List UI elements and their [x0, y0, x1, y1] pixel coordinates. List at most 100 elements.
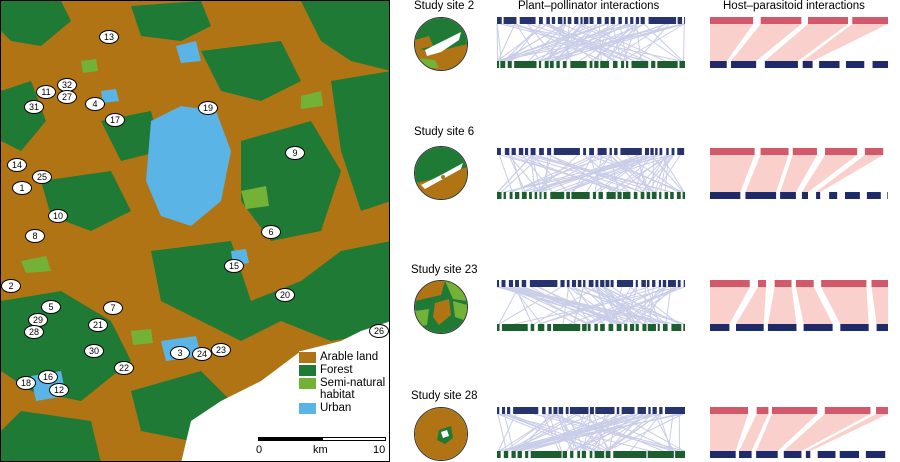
- interaction-link: [514, 286, 533, 325]
- host-node: [845, 61, 865, 68]
- parasitoid-node: [710, 280, 750, 287]
- pollinator-node: [662, 280, 667, 287]
- interaction-link: [508, 154, 541, 193]
- pollinator-node: [538, 17, 543, 24]
- plant-node: [683, 324, 685, 331]
- legend-label: Arable land: [320, 351, 379, 363]
- interaction-link: [505, 154, 649, 193]
- interaction-link: [735, 287, 767, 324]
- interaction-link: [498, 23, 631, 62]
- interaction-link: [626, 154, 681, 193]
- interaction-link: [603, 286, 620, 325]
- interaction-link: [512, 286, 542, 325]
- pollinator-node: [637, 407, 646, 414]
- interaction-link: [535, 154, 579, 193]
- interaction-link: [504, 413, 655, 452]
- interaction-link: [497, 413, 507, 452]
- interaction-link: [540, 23, 616, 62]
- plant-node: [503, 451, 509, 458]
- pollinator-node: [551, 17, 556, 24]
- plant-node: [631, 61, 649, 68]
- interaction-link: [498, 286, 519, 325]
- interaction-link: [654, 154, 668, 193]
- interaction-link: [658, 413, 672, 452]
- pollinator-node: [595, 407, 615, 414]
- host-node: [803, 324, 833, 331]
- parasitoid-node: [795, 280, 814, 287]
- pollinator-node: [616, 407, 620, 414]
- parasitoid-node: [871, 280, 888, 287]
- interaction-link: [660, 154, 668, 193]
- interaction-link: [498, 413, 517, 452]
- parasitoid-node: [774, 280, 792, 287]
- plant-node: [500, 61, 506, 68]
- interaction-link: [821, 287, 869, 324]
- pollinator-node: [597, 148, 607, 155]
- host-node: [739, 451, 752, 458]
- plant-node: [514, 61, 537, 68]
- pollinator-node: [644, 148, 650, 155]
- plant-node: [562, 451, 567, 458]
- pollinator-node: [583, 280, 586, 287]
- plant-node: [509, 192, 513, 199]
- interaction-link: [602, 286, 680, 325]
- site-marker: 9: [285, 146, 305, 160]
- plant-node: [507, 61, 512, 68]
- site-marker: 5: [41, 300, 61, 314]
- pollinator-node: [539, 148, 544, 155]
- interaction-link: [764, 24, 849, 61]
- plant-node: [682, 192, 685, 199]
- pollinator-node: [610, 280, 614, 287]
- interaction-link: [609, 154, 619, 193]
- interaction-link: [595, 286, 679, 325]
- plant-node: [534, 192, 538, 199]
- legend-label: Urban: [320, 402, 352, 414]
- interaction-link: [552, 154, 657, 193]
- interaction-link: [683, 23, 685, 62]
- arable-swatch: [299, 352, 316, 363]
- site-label-28: Study site 28: [411, 390, 478, 402]
- pollinator-node: [529, 280, 558, 287]
- interaction-link: [498, 154, 513, 193]
- legend-label: Forest: [320, 364, 353, 376]
- host-node: [780, 192, 796, 199]
- plant-node: [589, 451, 593, 458]
- parasitoid-node: [821, 280, 867, 287]
- plant-node: [642, 324, 647, 331]
- interaction-link: [802, 24, 888, 61]
- plant-node: [633, 192, 638, 199]
- pollinator-node: [497, 148, 501, 155]
- seminatural-swatch: [299, 378, 316, 389]
- plant-node: [640, 192, 645, 199]
- pollinator-node: [648, 407, 651, 414]
- interaction-link: [596, 286, 634, 325]
- interaction-link: [551, 23, 645, 62]
- plant-node: [521, 192, 527, 199]
- parasitoid-node: [756, 407, 769, 414]
- site-marker: 15: [224, 259, 244, 273]
- pollinator-node: [569, 407, 589, 414]
- interaction-link: [606, 413, 684, 452]
- forest-swatch: [299, 365, 316, 376]
- plant-node: [594, 324, 598, 331]
- site-marker: 25: [32, 170, 52, 184]
- interaction-link: [537, 286, 622, 325]
- pollinator-node: [621, 407, 635, 414]
- plant-node: [662, 324, 668, 331]
- parasitoid-node: [824, 407, 871, 414]
- pollinator-node: [635, 280, 638, 287]
- plant-node: [621, 61, 625, 68]
- parasitoid-node: [771, 407, 818, 414]
- plant-node: [511, 451, 516, 458]
- interaction-link: [556, 413, 572, 452]
- plant-node: [651, 192, 657, 199]
- plant-node: [657, 324, 660, 331]
- interaction-link: [641, 154, 674, 193]
- interaction-link: [515, 23, 541, 62]
- host-node: [819, 61, 840, 68]
- pollinator-node: [563, 17, 566, 24]
- interaction-link: [780, 155, 817, 192]
- pollinator-node: [571, 280, 577, 287]
- site-marker: 3: [170, 346, 190, 360]
- interaction-link: [625, 286, 638, 325]
